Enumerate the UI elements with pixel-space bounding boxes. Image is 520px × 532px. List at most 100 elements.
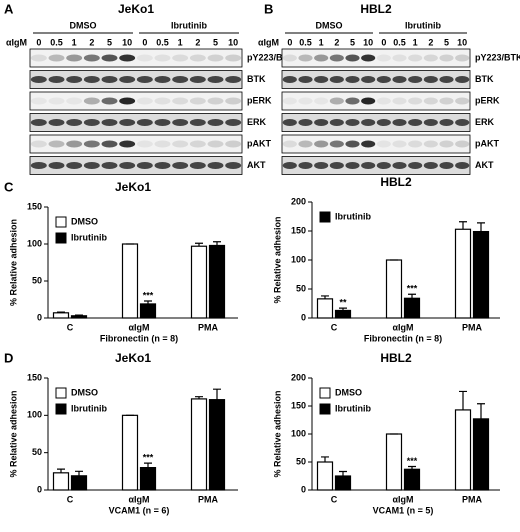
blot-band (207, 140, 224, 148)
row-label: ERK (247, 117, 267, 127)
legend-swatch (55, 387, 67, 399)
dose-label: 1 (413, 37, 418, 47)
error-bar (213, 241, 221, 246)
error-bar (339, 470, 347, 476)
blot-band (83, 162, 100, 169)
bar (334, 309, 352, 319)
blot-band (455, 162, 470, 169)
blot-strip (29, 113, 243, 132)
blot-band (207, 119, 224, 126)
bar (334, 475, 352, 491)
significance: *** (407, 456, 418, 466)
blot-band (189, 162, 206, 169)
row-label: pAKT (475, 138, 499, 148)
blot-band (83, 76, 100, 83)
blot-title: HBL2 (360, 2, 392, 16)
legend-swatch (319, 403, 331, 415)
dose-label: 0.5 (156, 37, 169, 47)
blot-strip (29, 156, 243, 175)
blot-band (439, 162, 454, 169)
blot-band (136, 54, 153, 62)
blot-band (225, 140, 242, 148)
blot-strip (281, 156, 471, 175)
blot-band (329, 54, 344, 62)
x-tick-label: PMA (198, 322, 219, 332)
row-label: pERK (247, 95, 272, 105)
bar (208, 244, 226, 319)
blot-band (439, 97, 454, 105)
dose-label: 10 (228, 37, 238, 47)
dose-label: 0.5 (393, 37, 406, 47)
bar (385, 433, 403, 491)
bar (385, 259, 403, 319)
blot-band (455, 76, 470, 83)
error-bar (144, 300, 152, 304)
blot-band (154, 76, 171, 83)
significance: ** (339, 298, 347, 308)
blot-title: JeKo1 (118, 2, 154, 16)
blot-band (345, 140, 360, 148)
x-tick-label: αIgM (128, 494, 149, 504)
legend-label: DMSO (71, 216, 98, 226)
dose-label: 1 (319, 37, 324, 47)
error-bar (57, 311, 65, 313)
blot-band (189, 119, 206, 126)
blot-band (207, 162, 224, 169)
blot-band (154, 97, 171, 105)
y-tick-label: 0 (301, 484, 306, 494)
blot-band (101, 119, 118, 126)
dose-label: 0 (381, 37, 386, 47)
error-bar (144, 462, 152, 468)
y-tick-label: 0 (37, 484, 42, 494)
blot-band (298, 119, 313, 126)
blot-band (329, 162, 344, 169)
dose-label: 10 (457, 37, 467, 47)
legend-label: Ibrutinib (71, 403, 107, 413)
blot-strip (281, 70, 471, 89)
blot-band (154, 140, 171, 148)
dose-label: 2 (428, 37, 433, 47)
y-axis-label: % Relative adhesion (272, 390, 282, 477)
y-tick-label: 200 (291, 372, 306, 382)
error-bar (75, 470, 83, 476)
blot-band (439, 140, 454, 148)
blot-band (345, 119, 360, 126)
y-tick-label: 150 (27, 201, 42, 211)
blot-band (136, 119, 153, 126)
blot-band (172, 140, 189, 148)
y-tick-label: 100 (27, 238, 42, 248)
blot-band (101, 76, 118, 83)
x-axis-label: VCAM1 (n = 5) (373, 505, 434, 515)
blot-band (83, 54, 100, 62)
bar (70, 315, 88, 319)
blot-band (423, 140, 438, 148)
x-tick-label: C (67, 322, 74, 332)
legend-swatch (319, 387, 331, 399)
blot-band (172, 119, 189, 126)
blot-band (172, 162, 189, 169)
blot-band (189, 97, 206, 105)
row-label: BTK (475, 74, 494, 84)
panel-label: C (4, 179, 14, 194)
blot-band (439, 119, 454, 126)
blot-band (48, 54, 65, 62)
blot-band (282, 140, 297, 148)
significance: *** (143, 452, 154, 462)
blot-band (423, 162, 438, 169)
blot-band (298, 162, 313, 169)
blot-band (119, 76, 136, 83)
blot-band (423, 76, 438, 83)
blot-band (282, 162, 297, 169)
blot-band (30, 162, 47, 169)
blot-band (136, 162, 153, 169)
blot-band (101, 97, 118, 105)
bar (139, 303, 157, 319)
y-tick-label: 100 (27, 410, 42, 420)
blot-band (392, 162, 407, 169)
y-tick-label: 100 (291, 254, 306, 264)
blot-band (66, 119, 83, 126)
blot-band (282, 54, 297, 62)
blot-band (30, 97, 47, 105)
row-label: pY223/BTK (247, 52, 295, 62)
blot-band (172, 97, 189, 105)
